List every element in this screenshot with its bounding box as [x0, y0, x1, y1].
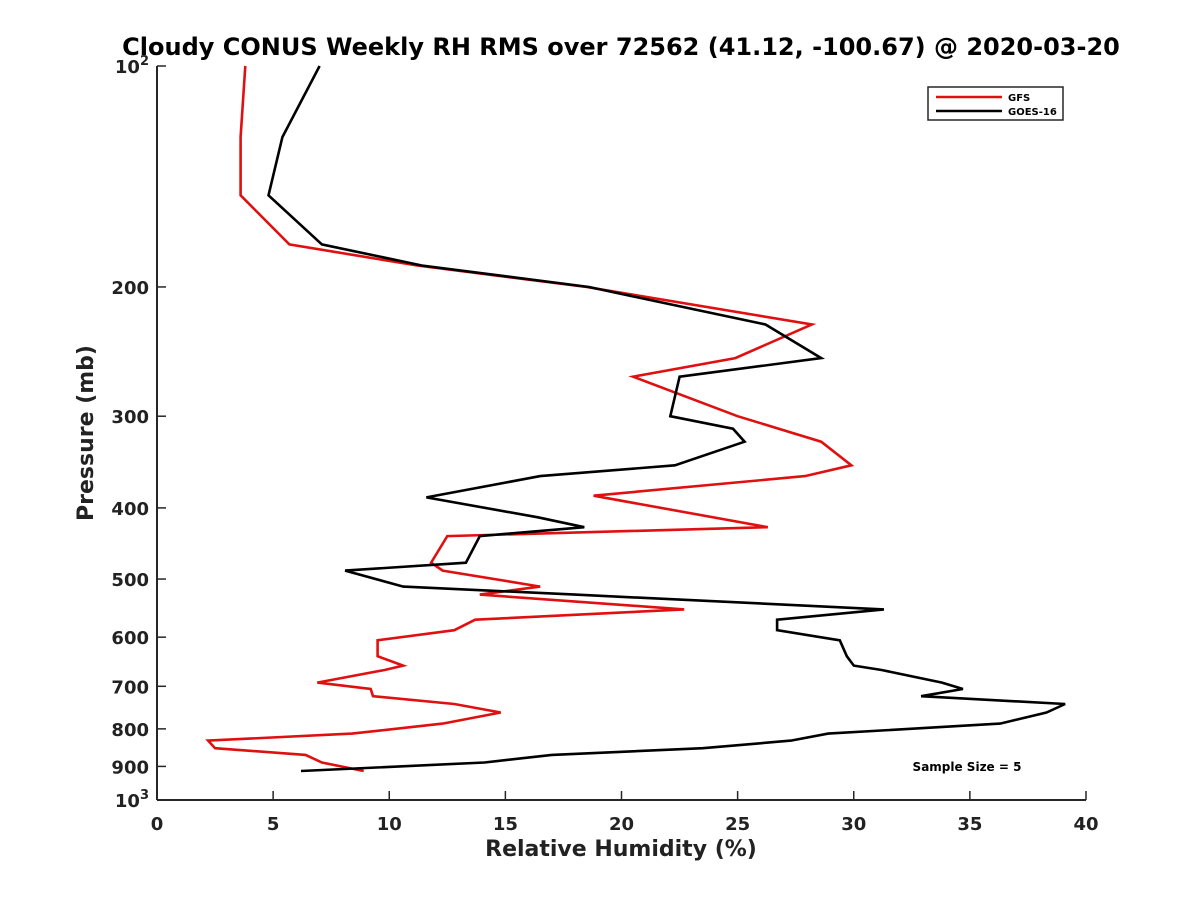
y-tick-label: 500 [111, 570, 149, 591]
y-tick-label: 103 [115, 788, 149, 812]
y-tick-label: 300 [111, 407, 149, 428]
legend-label-goes16: GOES-16 [1008, 107, 1057, 118]
x-tick-label: 0 [151, 814, 164, 835]
y-tick-label: 102 [115, 54, 149, 78]
y-ticks: 102 200 300 400 500 600 700 800 900 103 [111, 54, 166, 812]
y-axis-label: Pressure (mb) [74, 345, 99, 521]
y-tick-label: 200 [111, 278, 149, 299]
axes [156, 66, 1086, 801]
x-tick-label: 40 [1073, 814, 1098, 835]
x-tick-label: 5 [267, 814, 280, 835]
x-tick-label: 25 [725, 814, 750, 835]
series-line-goes16 [267, 65, 1066, 773]
x-tick-label: 20 [609, 814, 634, 835]
y-tick-label: 600 [111, 628, 149, 649]
y-tick-label: 900 [111, 757, 149, 778]
chart-title: Cloudy CONUS Weekly RH RMS over 72562 (4… [122, 33, 1120, 61]
x-tick-label: 35 [957, 814, 982, 835]
x-ticks: 0 5 10 15 20 25 30 35 40 [151, 791, 1099, 835]
legend-box [927, 86, 1064, 121]
y-tick-label: 800 [111, 720, 149, 741]
x-tick-label: 10 [377, 814, 402, 835]
y-tick-label: 700 [111, 677, 149, 698]
sample-size-annotation: Sample Size = 5 [913, 760, 1022, 774]
x-tick-label: 15 [493, 814, 518, 835]
legend-label-gfs: GFS [1008, 93, 1030, 104]
series-line-gfs [205, 65, 855, 773]
y-tick-label: 400 [111, 499, 149, 520]
legend: GFS GOES-16 [927, 86, 1064, 121]
x-axis-label: Relative Humidity (%) [485, 837, 757, 862]
plot-lines [205, 65, 1066, 773]
x-tick-label: 30 [841, 814, 866, 835]
